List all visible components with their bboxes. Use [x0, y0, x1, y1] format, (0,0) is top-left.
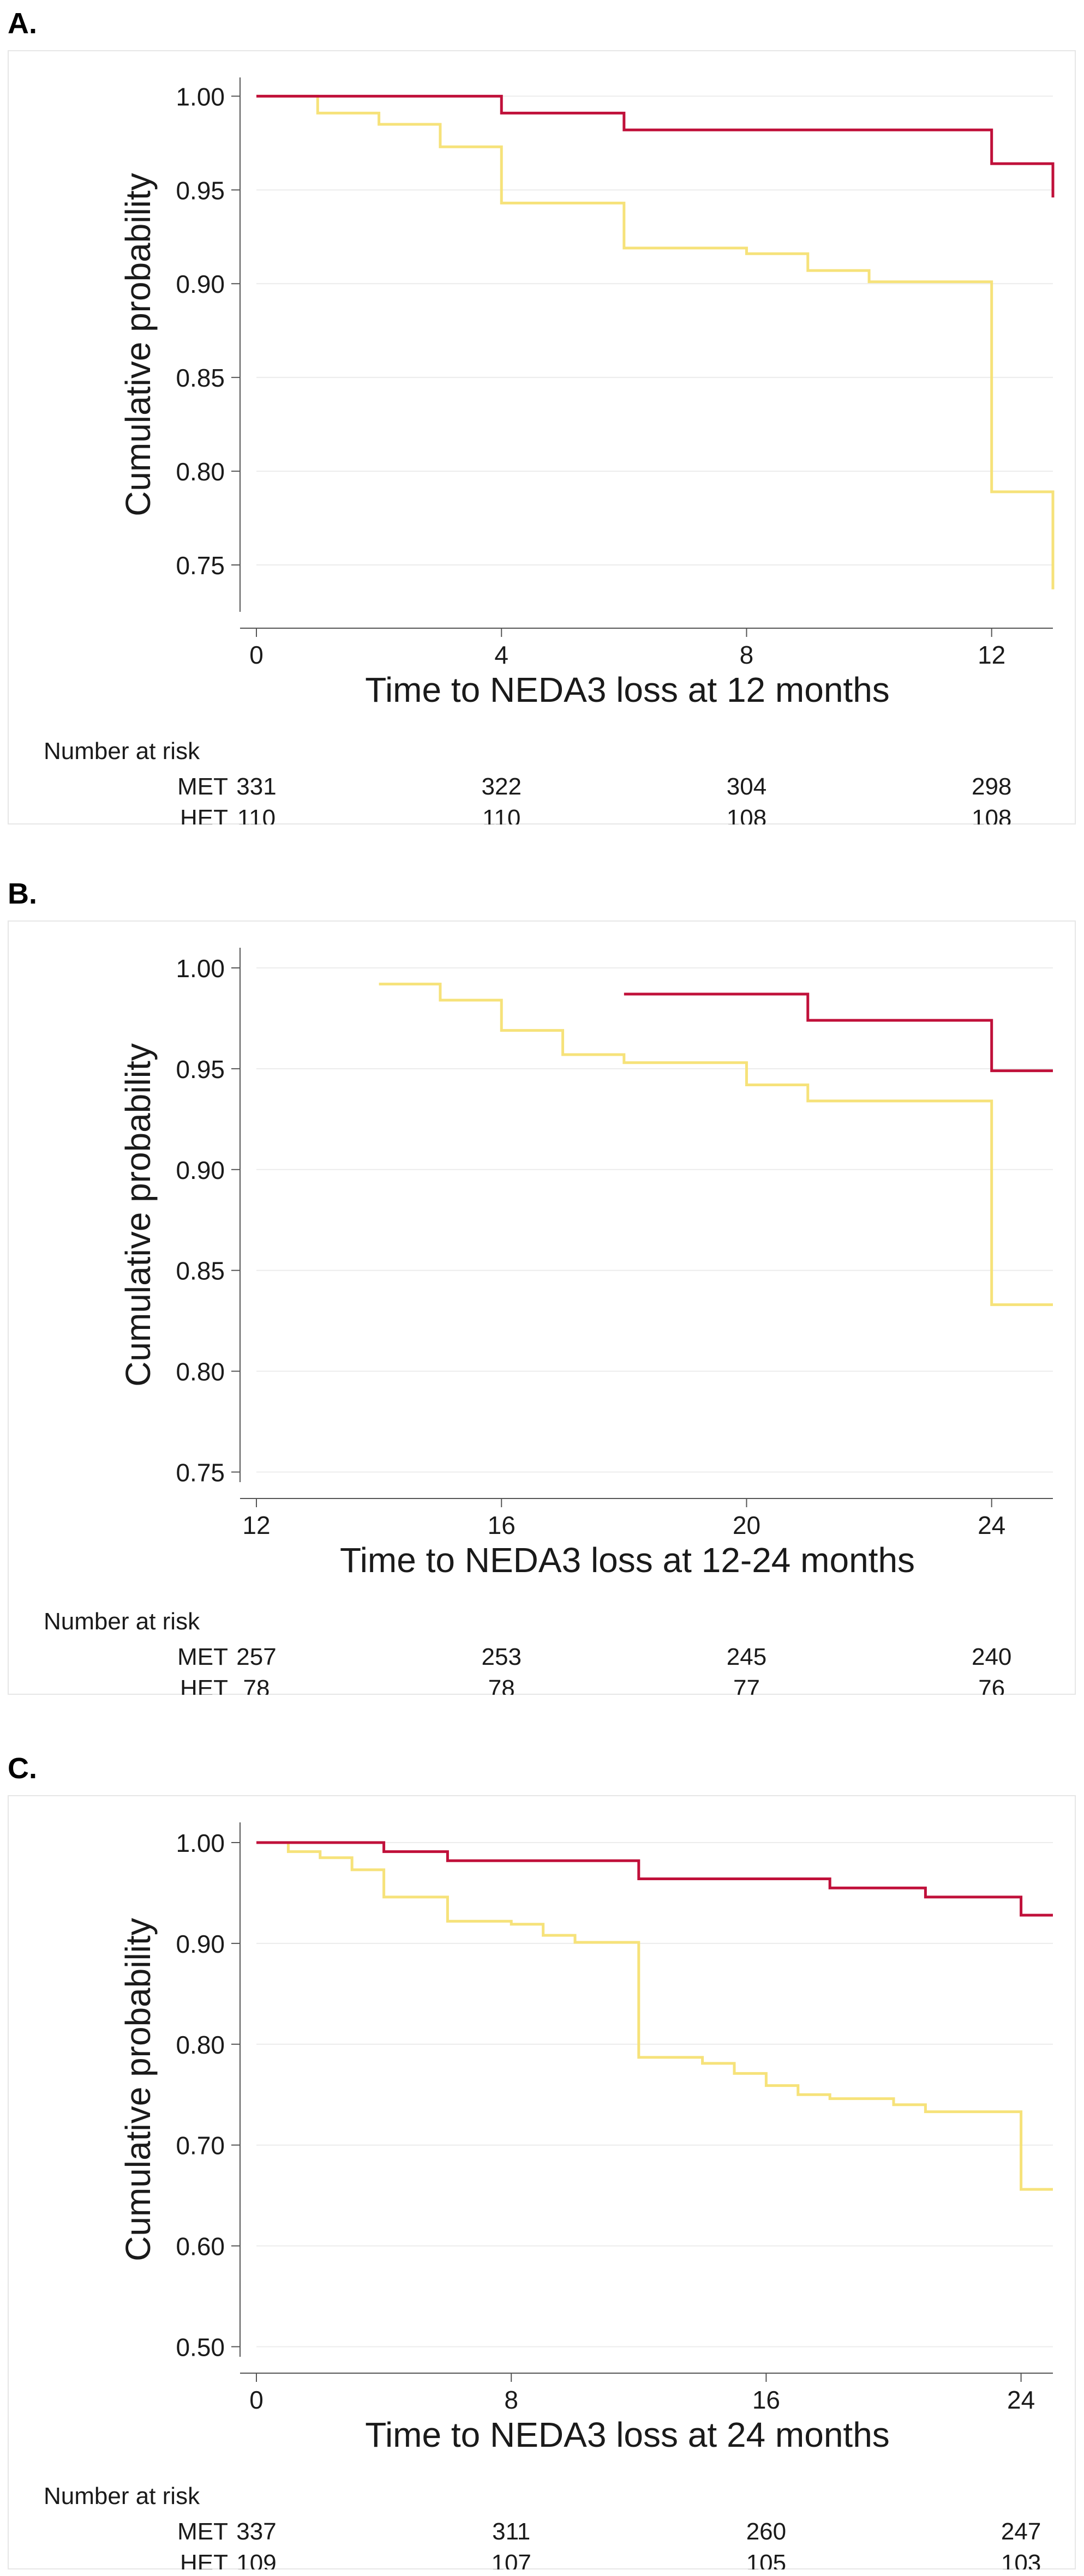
x-tick-label: 12	[978, 641, 1005, 669]
risk-count: 253	[482, 1644, 522, 1670]
km-chart-c: 1.00 0.90 0.80 0.70 0.60 0.50 0 8 16 24 Cumulative…	[44, 1822, 1053, 2569]
risk-count: 298	[972, 773, 1011, 800]
y-axis-title: Cumulative probability	[118, 1043, 158, 1387]
y-tick-label: 0.60	[176, 2232, 225, 2261]
x-axis-title: Time to NEDA3 loss at 24 months	[365, 2415, 890, 2454]
x-tick-label: 0	[249, 2386, 263, 2414]
risk-count: 103	[1001, 2550, 1041, 2569]
y-axis-title: Cumulative probability	[118, 173, 158, 516]
x-tick-label: 0	[249, 641, 263, 669]
risk-count: 245	[727, 1644, 766, 1670]
x-tick-label: 12	[242, 1511, 270, 1539]
risk-count: 257	[236, 1644, 276, 1670]
panel-label-a: A.	[8, 7, 37, 40]
km-curve-het	[379, 983, 1053, 1307]
risk-row-label: MET	[177, 773, 228, 800]
x-tick-label: 20	[733, 1511, 760, 1539]
km-chart-a: 1.00 0.95 0.90 0.85 0.80 0.75 0 4 8 12 Cumulative …	[44, 77, 1055, 824]
risk-count: 322	[482, 773, 522, 800]
km-curve-met	[624, 992, 1053, 1073]
x-tick-label: 16	[488, 1511, 516, 1539]
risk-count: 304	[727, 773, 766, 800]
risk-count: 110	[482, 805, 520, 824]
y-axis-title: Cumulative probability	[118, 1918, 158, 2261]
risk-count: 108	[972, 805, 1011, 824]
y-tick-label: 0.80	[176, 458, 225, 486]
km-curve-met	[256, 1841, 1053, 1917]
risk-count: 260	[746, 2518, 786, 2545]
panel-frame-c	[8, 1795, 1076, 2569]
x-tick-label: 24	[978, 1511, 1005, 1539]
panel-frame-a	[8, 50, 1076, 824]
risk-count: 247	[1001, 2518, 1041, 2545]
risk-count: 77	[733, 1675, 760, 1695]
km-curve-met	[256, 94, 1055, 198]
x-tick-label: 16	[752, 2386, 780, 2414]
risk-count: 105	[746, 2550, 786, 2569]
risk-count: 107	[491, 2550, 531, 2569]
y-tick-label: 0.80	[176, 2031, 225, 2059]
risk-row-label: HET	[180, 2550, 228, 2569]
y-tick-label: 1.00	[176, 1829, 225, 1857]
x-tick-label: 24	[1007, 2386, 1035, 2414]
risk-row-label: MET	[177, 2518, 228, 2545]
km-curve-het	[256, 1841, 1053, 2191]
km-curve-het	[256, 94, 1055, 589]
y-tick-label: 0.70	[176, 2132, 225, 2160]
y-tick-label: 0.85	[176, 364, 225, 392]
risk-count: 78	[488, 1675, 515, 1695]
x-tick-label: 8	[504, 2386, 518, 2414]
risk-count: 78	[243, 1675, 270, 1695]
y-tick-label: 0.90	[176, 1930, 225, 1958]
y-tick-label: 0.85	[176, 1257, 225, 1285]
risk-count: 76	[978, 1675, 1005, 1695]
risk-count: 240	[972, 1644, 1011, 1670]
x-axis-title: Time to NEDA3 loss at 12-24 months	[340, 1540, 915, 1580]
risk-row-label: HET	[180, 1675, 228, 1695]
risk-row-label: HET	[180, 805, 228, 824]
y-tick-label: 0.75	[176, 551, 225, 580]
y-tick-label: 0.95	[176, 176, 225, 204]
risk-count: 108	[727, 805, 766, 824]
risk-count: 331	[236, 773, 276, 800]
panel-frame-b	[8, 920, 1076, 1695]
risk-count: 110	[237, 805, 276, 824]
km-chart-b: 1.00 0.95 0.90 0.85 0.80 0.75 12 16 20 24 Cumulati…	[44, 948, 1053, 1695]
y-tick-label: 0.50	[176, 2333, 225, 2362]
risk-count: 109	[236, 2550, 276, 2569]
risk-table-title: Number at risk	[44, 738, 200, 765]
y-tick-label: 0.90	[176, 270, 225, 298]
x-tick-label: 8	[740, 641, 754, 669]
risk-count: 337	[236, 2518, 276, 2545]
panel-label-c: C.	[8, 1752, 37, 1785]
panel-label-b: B.	[8, 877, 37, 910]
y-tick-label: 1.00	[176, 954, 225, 983]
x-tick-label: 4	[494, 641, 508, 669]
y-tick-label: 0.90	[176, 1156, 225, 1184]
risk-count: 311	[492, 2518, 530, 2545]
x-axis-title: Time to NEDA3 loss at 12 months	[365, 670, 890, 709]
y-tick-label: 1.00	[176, 82, 225, 111]
risk-table-title: Number at risk	[44, 2483, 200, 2509]
risk-table-title: Number at risk	[44, 1608, 200, 1635]
y-tick-label: 0.75	[176, 1459, 225, 1487]
y-tick-label: 0.95	[176, 1055, 225, 1084]
y-tick-label: 0.80	[176, 1358, 225, 1386]
risk-row-label: MET	[177, 1644, 228, 1670]
